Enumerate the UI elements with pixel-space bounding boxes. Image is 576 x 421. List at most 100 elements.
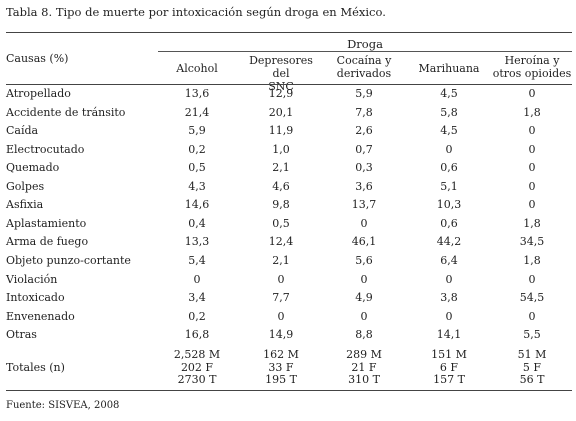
table-cell: 0,6 xyxy=(440,161,458,175)
table-row: Aplastamiento 0,4 0,5 0 0,6 1,8 xyxy=(0,217,576,236)
table-cell: 0 xyxy=(528,272,536,286)
row-label: Otras xyxy=(6,328,37,342)
totals-line: 56 T xyxy=(519,373,545,386)
totals-line: 2730 T xyxy=(177,373,217,386)
table-cell: 0,5 xyxy=(188,161,206,175)
table-cell: 44,2 xyxy=(436,235,462,249)
totals-line: 162 M xyxy=(263,348,299,361)
totals-line: 289 M xyxy=(346,348,382,361)
totals-line: 310 T xyxy=(348,373,380,386)
source-note: Fuente: SISVEA, 2008 xyxy=(6,400,120,411)
totals-line: 202 F xyxy=(180,360,214,374)
table-row: Golpes 4,3 4,6 3,6 5,1 0 xyxy=(0,180,576,199)
table-cell: 0,3 xyxy=(355,161,373,175)
table-row: Otras 16,8 14,9 8,8 14,1 5,5 xyxy=(0,328,576,347)
column-header: Cocaína y derivados xyxy=(322,54,406,80)
table-cell: 0 xyxy=(277,309,285,323)
table-cell: 5,9 xyxy=(188,124,206,138)
row-label: Caída xyxy=(6,124,39,138)
table-cell: 0 xyxy=(360,216,368,230)
row-label: Electrocutado xyxy=(6,142,85,156)
totals-cell: 162 M 33 F 195 T xyxy=(239,348,323,387)
table-cell: 0,2 xyxy=(188,142,206,156)
table-cell: 0 xyxy=(445,142,453,156)
totals-line: 33 F xyxy=(268,360,294,374)
table-cell: 46,1 xyxy=(351,235,377,249)
table-cell: 0 xyxy=(193,272,201,286)
table-cell: 3,8 xyxy=(440,291,458,305)
table-cell: 2,6 xyxy=(355,124,373,138)
header-rule xyxy=(6,84,572,85)
table-cell: 0 xyxy=(360,272,368,286)
table-cell: 1,8 xyxy=(523,105,541,119)
table-cell: 4,5 xyxy=(440,87,458,100)
column-header-line: Heroína y xyxy=(504,54,560,67)
table-cell: 1,8 xyxy=(523,253,541,267)
table-cell: 9,8 xyxy=(272,198,290,212)
table-row: Objeto punzo-cortante 5,4 2,1 5,6 6,4 1,8 xyxy=(0,254,576,273)
table-cell: 0,5 xyxy=(272,216,290,230)
table-title: Tabla 8. Tipo de muerte por intoxicación… xyxy=(6,5,386,19)
row-label: Accidente de tránsito xyxy=(6,105,126,119)
table-cell: 0 xyxy=(277,272,285,286)
table-cell: 0 xyxy=(528,198,536,212)
table-cell: 5,9 xyxy=(355,87,373,100)
table-cell: 0 xyxy=(445,309,453,323)
row-label: Atropellado xyxy=(6,87,71,100)
table-cell: 0 xyxy=(360,309,368,323)
totals-cell: 2,528 M 202 F 2730 T xyxy=(155,348,239,387)
table-row: Envenenado 0,2 0 0 0 0 xyxy=(0,310,576,329)
row-label: Envenenado xyxy=(6,309,75,323)
totals-line: 51 M xyxy=(517,348,547,361)
table-cell: 14,1 xyxy=(436,328,462,342)
table-cell: 5,6 xyxy=(355,253,373,267)
table-cell: 5,4 xyxy=(188,253,206,267)
table-cell: 5,8 xyxy=(440,105,458,119)
table-row: Quemado 0,5 2,1 0,3 0,6 0 xyxy=(0,161,576,180)
table-cell: 21,4 xyxy=(184,105,210,119)
table-cell: 10,3 xyxy=(436,198,462,212)
table-cell: 0 xyxy=(528,179,536,193)
table-cell: 5,1 xyxy=(440,179,458,193)
table-cell: 2,1 xyxy=(272,253,290,267)
table-cell: 14,6 xyxy=(184,198,210,212)
totals-label: Totales (n) xyxy=(6,361,65,374)
table-cell: 0 xyxy=(528,87,536,100)
table-cell: 8,8 xyxy=(355,328,373,342)
table-cell: 0,6 xyxy=(440,216,458,230)
column-header: Alcohol xyxy=(155,62,239,75)
bottom-rule xyxy=(6,390,572,391)
table-cell: 7,8 xyxy=(355,105,373,119)
table-cell: 54,5 xyxy=(519,291,545,305)
row-label: Arma de fuego xyxy=(6,235,89,249)
table-cell: 12,4 xyxy=(268,235,294,249)
table-cell: 6,4 xyxy=(440,253,458,267)
table-row: Accidente de tránsito 21,4 20,1 7,8 5,8 1,8 xyxy=(0,106,576,125)
table-row: Intoxicado 3,4 7,7 4,9 3,8 54,5 xyxy=(0,291,576,310)
table-cell: 7,7 xyxy=(272,291,290,305)
table-cell: 16,8 xyxy=(184,328,210,342)
top-rule xyxy=(6,32,572,33)
table-cell: 0 xyxy=(528,142,536,156)
causas-header: Causas (%) xyxy=(6,52,69,65)
table-cell: 4,5 xyxy=(440,124,458,138)
table-cell: 3,6 xyxy=(355,179,373,193)
totals-line: 151 M xyxy=(431,348,467,361)
table-cell: 4,3 xyxy=(188,179,206,193)
table-cell: 2,1 xyxy=(272,161,290,175)
totals-line: 21 F xyxy=(351,360,377,374)
row-label: Golpes xyxy=(6,179,45,193)
row-label: Asfixia xyxy=(6,198,44,212)
table-cell: 0 xyxy=(528,124,536,138)
table-row: Caída 5,9 11,9 2,6 4,5 0 xyxy=(0,124,576,143)
row-label: Violación xyxy=(6,272,58,286)
table-cell: 13,7 xyxy=(351,198,377,212)
column-header: Heroína y otros opioides xyxy=(490,54,574,80)
table-cell: 13,3 xyxy=(184,235,210,249)
column-header-line: Marihuana xyxy=(418,62,480,75)
table-cell: 0 xyxy=(528,309,536,323)
table-row: Electrocutado 0,2 1,0 0,7 0 0 xyxy=(0,143,576,162)
column-header-line: SNC xyxy=(268,80,294,93)
